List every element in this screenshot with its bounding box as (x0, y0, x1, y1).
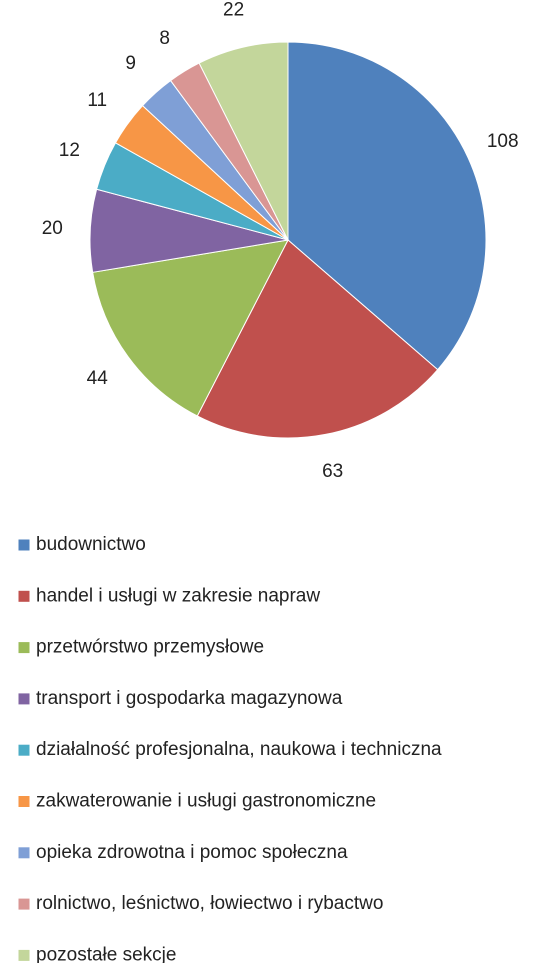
legend-label: transport i gospodarka magazynowa (36, 688, 343, 709)
data-label: 9 (125, 53, 136, 74)
pie-slice (287, 41, 487, 371)
data-label: 108 (487, 131, 519, 152)
legend-swatch (17, 948, 31, 962)
data-label: 12 (59, 140, 80, 161)
data-label: 20 (42, 218, 63, 239)
legend-label: opieka zdrowotna i pomoc społeczna (36, 842, 348, 863)
legend-label: działalność profesjonalna, naukowa i tec… (36, 739, 442, 760)
data-label: 11 (87, 90, 107, 111)
data-label: 63 (322, 461, 343, 482)
legend-label: handel i usługi w zakresie napraw (36, 585, 320, 606)
legend-swatch (17, 641, 31, 655)
legend-swatch (17, 795, 31, 808)
legend-swatch (17, 692, 31, 706)
pie-slice (196, 239, 439, 439)
data-label: 44 (87, 368, 109, 389)
data-label: 8 (159, 28, 170, 49)
pie-slice (92, 239, 289, 417)
legend-swatch (17, 846, 31, 860)
legend-label: rolnictwo, leśnictwo, łowiectwo i rybact… (36, 893, 383, 914)
legend-swatch (17, 743, 31, 757)
data-label: 22 (223, 0, 244, 20)
legend-swatch (17, 538, 31, 552)
legend-label: zakwaterowanie i usługi gastronomiczne (36, 791, 376, 812)
legend-label: budownictwo (36, 534, 146, 555)
legend-label: przetwórstwo przemysłowe (36, 637, 264, 658)
legend-swatch (17, 589, 31, 603)
legend-label: pozostałe sekcje (36, 944, 176, 963)
pie-slice (198, 41, 289, 241)
legend-swatch (17, 897, 31, 911)
